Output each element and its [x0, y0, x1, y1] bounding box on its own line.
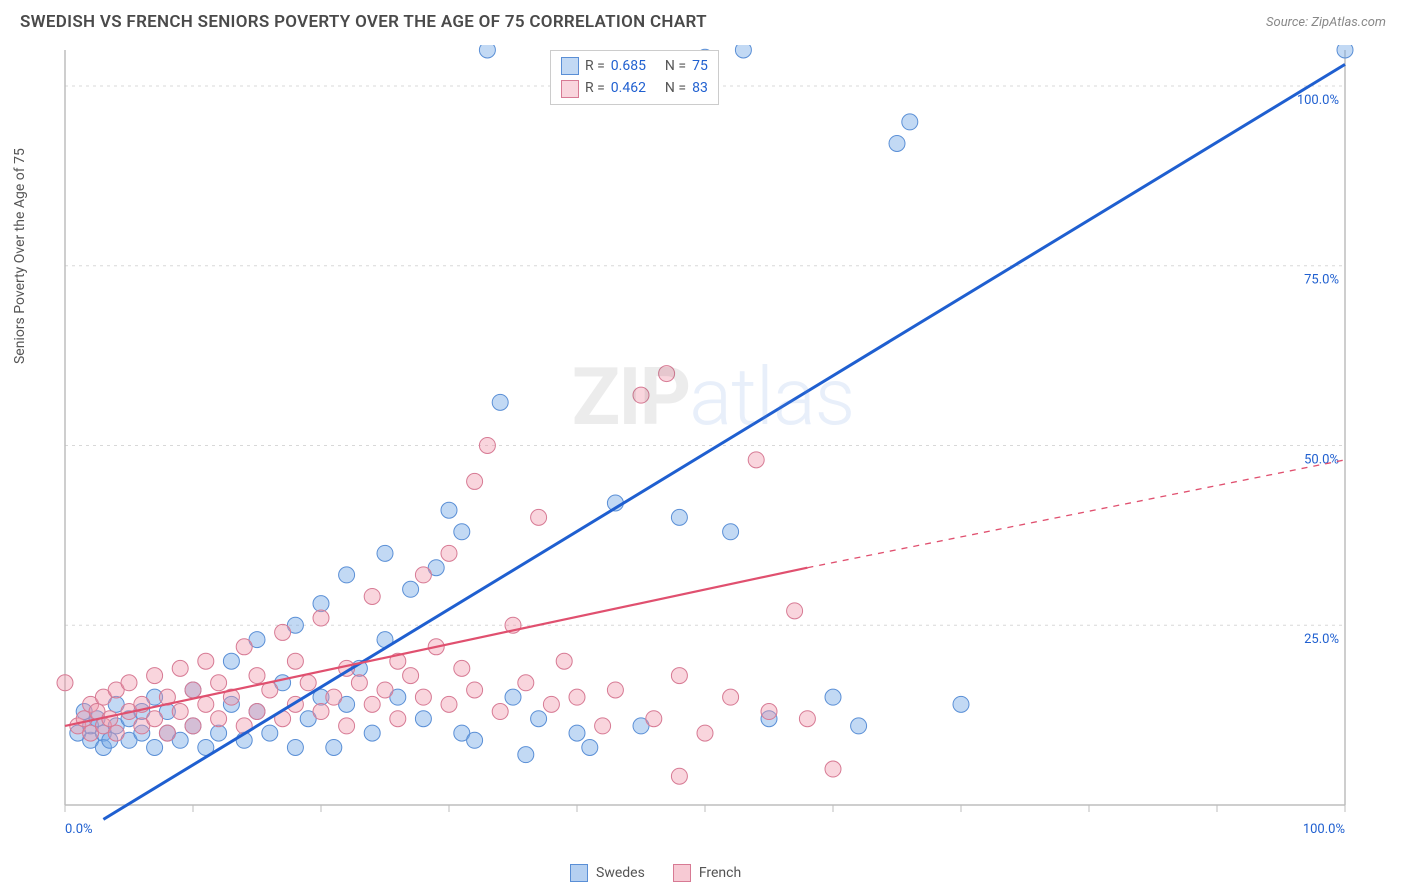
swatch-swedes	[561, 57, 579, 75]
legend-item-swedes: Swedes	[570, 864, 645, 882]
scatter-chart: 25.0% 50.0% 75.0% 100.0% 0.0% 100.0%	[30, 45, 1360, 845]
y-axis-label: Seniors Poverty Over the Age of 75	[12, 148, 28, 364]
svg-text:25.0%: 25.0%	[1304, 632, 1339, 647]
svg-text:100.0%: 100.0%	[1303, 822, 1345, 837]
svg-text:100.0%: 100.0%	[1297, 93, 1339, 108]
correlation-legend: R = 0.685 N = 75 R = 0.462 N = 83	[550, 50, 719, 105]
series-legend: Swedes French	[570, 864, 741, 882]
swatch-french-icon	[673, 864, 691, 882]
swatch-swedes-icon	[570, 864, 588, 882]
svg-text:0.0%: 0.0%	[65, 822, 93, 837]
chart-title: SWEDISH VS FRENCH SENIORS POVERTY OVER T…	[20, 12, 707, 32]
legend-row-swedes: R = 0.685 N = 75	[561, 55, 708, 77]
chart-area: Seniors Poverty Over the Age of 75 25.0%…	[30, 45, 1396, 882]
svg-text:75.0%: 75.0%	[1304, 273, 1339, 288]
legend-label-swedes: Swedes	[596, 865, 645, 881]
swatch-french	[561, 80, 579, 98]
legend-label-french: French	[699, 865, 741, 881]
legend-row-french: R = 0.462 N = 83	[561, 77, 708, 99]
source-label: Source: ZipAtlas.com	[1266, 15, 1386, 30]
svg-text:50.0%: 50.0%	[1304, 452, 1339, 467]
legend-item-french: French	[673, 864, 741, 882]
